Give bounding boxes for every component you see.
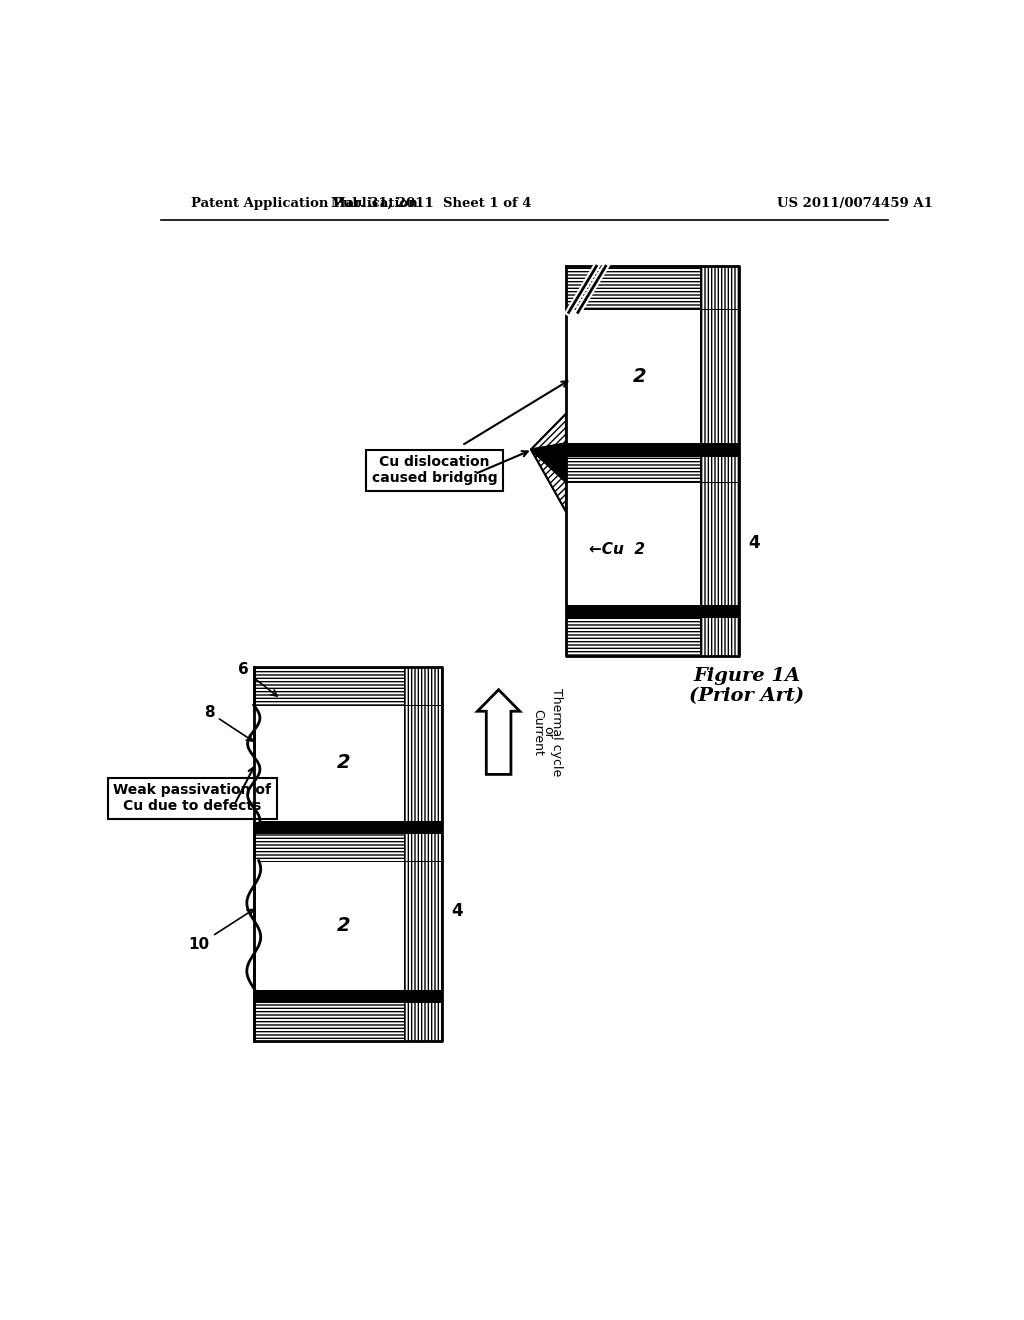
- Text: Weak passivation of
Cu due to defects: Weak passivation of Cu due to defects: [114, 783, 271, 813]
- Text: Figure 1A
(Prior Art): Figure 1A (Prior Art): [689, 667, 804, 705]
- Text: 4: 4: [749, 535, 760, 552]
- Bar: [700, 455, 739, 482]
- Text: 2: 2: [337, 754, 350, 772]
- Bar: [565, 444, 739, 455]
- Bar: [565, 444, 739, 455]
- Polygon shape: [531, 414, 565, 449]
- Bar: [700, 309, 739, 444]
- Text: Cu dislocation
caused bridging: Cu dislocation caused bridging: [372, 455, 498, 486]
- Bar: [254, 861, 403, 990]
- Bar: [565, 618, 700, 656]
- Text: Current: Current: [531, 709, 544, 755]
- Bar: [700, 267, 739, 309]
- Polygon shape: [531, 449, 565, 511]
- Polygon shape: [531, 449, 565, 511]
- Text: Mar. 31, 2011  Sheet 1 of 4: Mar. 31, 2011 Sheet 1 of 4: [331, 197, 531, 210]
- Text: 6: 6: [239, 663, 278, 696]
- Bar: [254, 705, 403, 821]
- Polygon shape: [531, 414, 565, 449]
- Text: 4: 4: [452, 903, 463, 920]
- Text: 2: 2: [633, 367, 646, 385]
- Bar: [565, 267, 700, 309]
- Bar: [565, 482, 700, 605]
- Polygon shape: [531, 414, 565, 449]
- Bar: [403, 667, 442, 705]
- Bar: [403, 861, 442, 990]
- Bar: [565, 605, 739, 618]
- Bar: [565, 455, 700, 482]
- Text: 10: 10: [188, 909, 254, 952]
- FancyArrow shape: [477, 689, 520, 775]
- Polygon shape: [531, 449, 565, 511]
- Bar: [254, 861, 403, 990]
- Bar: [700, 618, 739, 656]
- Bar: [700, 482, 739, 605]
- Text: 2: 2: [337, 916, 350, 935]
- Bar: [565, 309, 700, 444]
- Polygon shape: [531, 444, 565, 482]
- Bar: [254, 705, 403, 821]
- Bar: [565, 309, 700, 444]
- Bar: [403, 705, 442, 821]
- Text: Thermal cycle: Thermal cycle: [550, 688, 563, 776]
- Text: US 2011/0074459 A1: US 2011/0074459 A1: [777, 197, 933, 210]
- Text: 8: 8: [204, 705, 253, 741]
- Text: or: or: [541, 726, 554, 738]
- Text: ←Cu  2: ←Cu 2: [589, 543, 645, 557]
- Text: Patent Application Publication: Patent Application Publication: [190, 197, 418, 210]
- Bar: [254, 821, 442, 833]
- Bar: [403, 1002, 442, 1040]
- Bar: [254, 990, 442, 1002]
- Bar: [254, 1002, 403, 1040]
- Bar: [565, 605, 739, 618]
- Bar: [254, 667, 403, 705]
- Bar: [403, 833, 442, 861]
- Bar: [254, 833, 403, 861]
- Bar: [565, 482, 700, 605]
